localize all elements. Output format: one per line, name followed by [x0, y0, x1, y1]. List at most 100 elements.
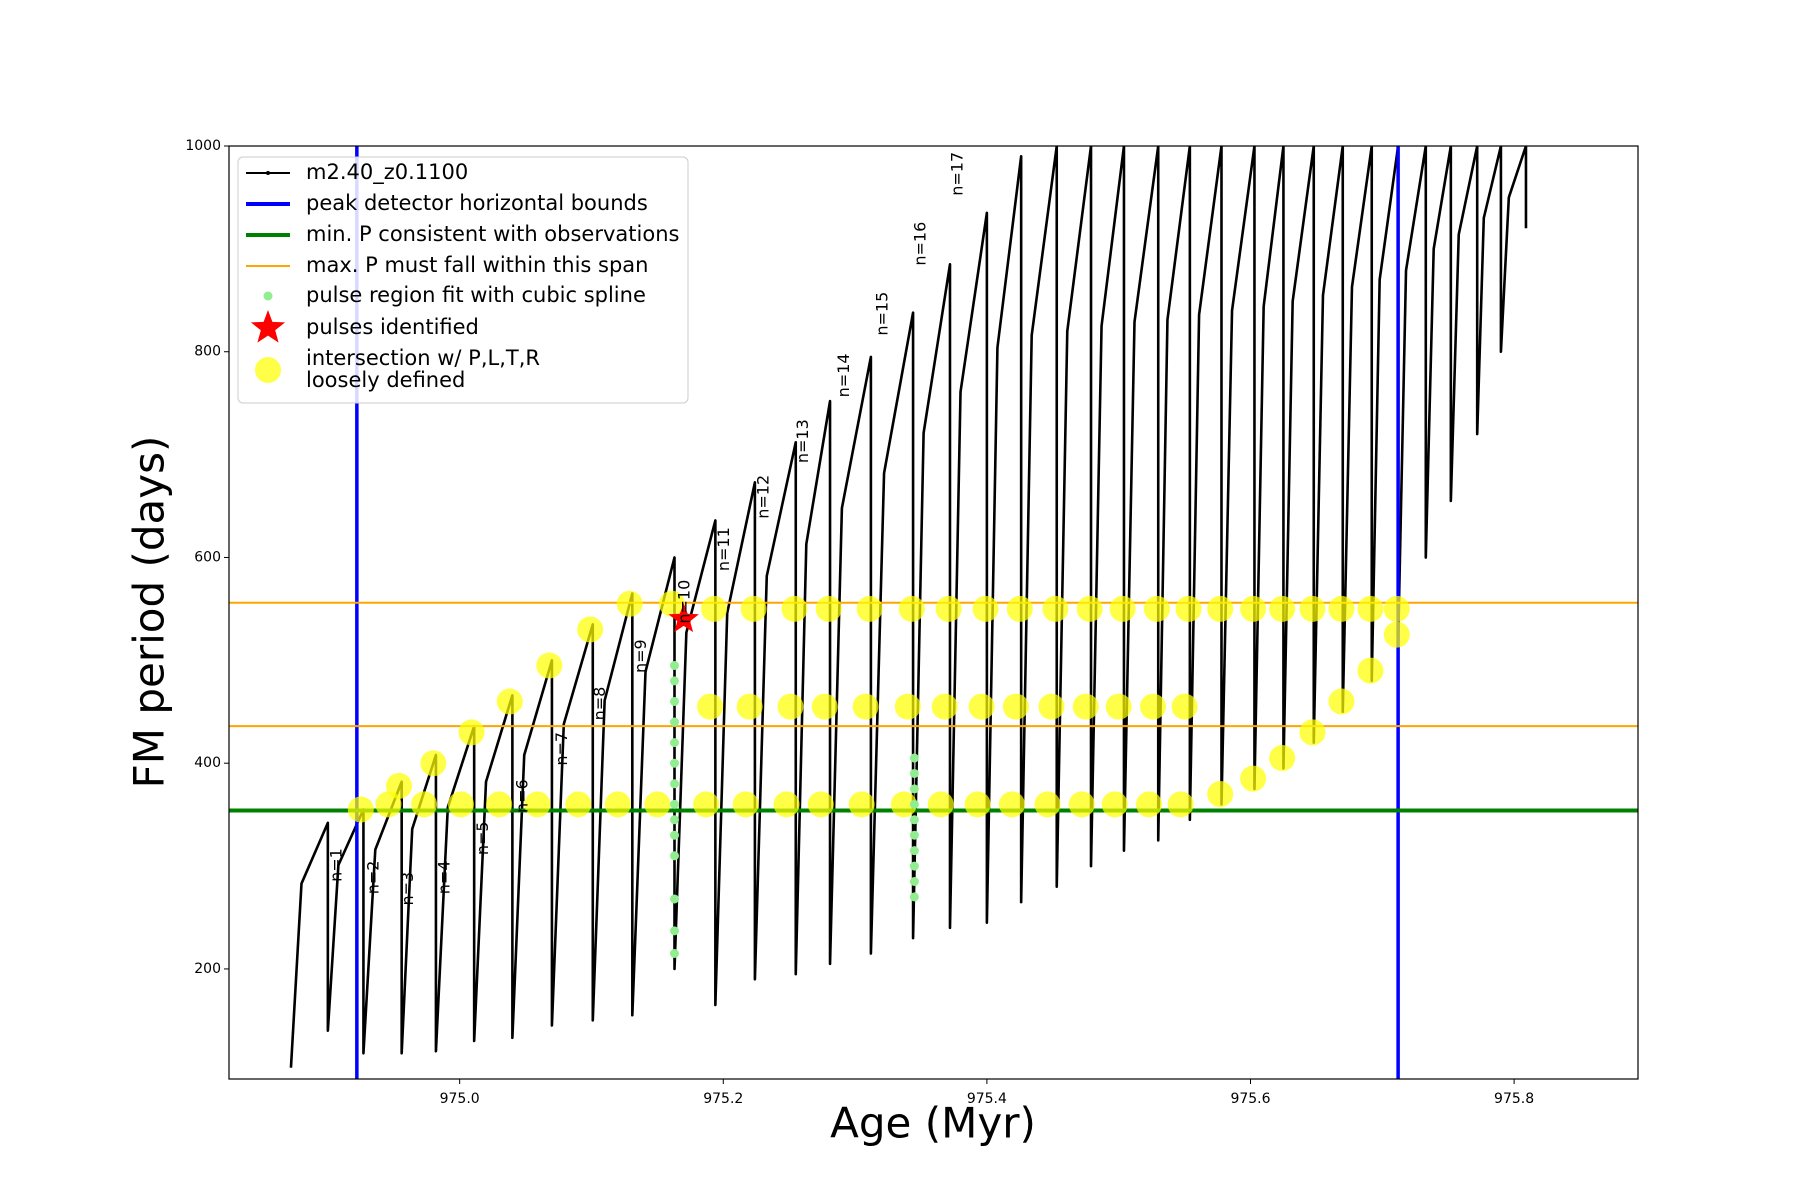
star-marker	[668, 603, 699, 633]
intersection-marker	[577, 616, 604, 643]
intersection-marker	[1299, 719, 1326, 746]
x-tick-label: 975.0	[440, 1091, 480, 1107]
legend-label: m2.40_z0.1100	[306, 160, 468, 185]
intersection-marker	[1042, 595, 1069, 622]
intersection-marker	[697, 693, 724, 720]
intersection-marker	[347, 796, 374, 823]
y-tick-label: 800	[194, 344, 221, 360]
spline-point	[909, 876, 919, 886]
x-tick-label: 975.8	[1494, 1091, 1534, 1107]
intersection-marker	[1328, 595, 1355, 622]
intersection-marker	[927, 791, 954, 818]
intersection-marker	[898, 595, 925, 622]
intersection-marker	[1328, 688, 1355, 715]
spline-point	[909, 846, 919, 856]
spline-point	[670, 799, 680, 809]
intersection-marker	[781, 595, 808, 622]
spline-point	[670, 830, 680, 840]
intersection-marker	[1136, 791, 1163, 818]
intersection-marker	[1357, 657, 1384, 684]
spline-point	[670, 949, 680, 959]
legend-box	[237, 156, 689, 404]
intersection-marker	[1383, 595, 1410, 622]
pulse-annotation: n=9	[631, 639, 650, 673]
y-tick-label: 600	[194, 549, 221, 565]
spline-point	[670, 676, 680, 686]
spline-point	[263, 291, 273, 301]
intersection-marker	[496, 688, 523, 715]
intersection-marker	[255, 357, 281, 383]
intersection-marker	[972, 595, 999, 622]
x-tick-label: 975.6	[1230, 1091, 1270, 1107]
intersection-marker	[658, 590, 685, 617]
intersection-marker	[1167, 791, 1194, 818]
pulse-annotation: n=12	[754, 475, 773, 519]
y-tick-label: 200	[194, 961, 221, 977]
intersection-marker	[1068, 791, 1095, 818]
intersection-marker	[565, 791, 592, 818]
intersection-marker	[931, 693, 958, 720]
spline-point	[909, 784, 919, 794]
spline-point	[909, 861, 919, 871]
pulse-annotation: n=4	[435, 861, 454, 895]
x-tick-label: 975.4	[967, 1091, 1007, 1107]
spline-point	[670, 851, 680, 861]
intersection-marker	[773, 791, 800, 818]
intersection-marker	[935, 595, 962, 622]
spline-point	[909, 892, 919, 902]
intersection-marker	[968, 693, 995, 720]
legend-label: peak detector horizontal bounds	[306, 191, 648, 215]
intersection-marker	[604, 791, 631, 818]
intersection-marker	[807, 791, 834, 818]
intersection-marker	[1034, 791, 1061, 818]
intersection-marker	[890, 791, 917, 818]
y-axis-title: FM period (days)	[125, 436, 174, 789]
spline-point	[670, 815, 680, 825]
spline-point	[909, 753, 919, 763]
intersection-marker	[777, 693, 804, 720]
pulse-annotation: n=8	[590, 687, 609, 721]
intersection-marker	[1357, 595, 1384, 622]
intersection-marker	[1006, 595, 1033, 622]
intersection-marker	[386, 772, 413, 799]
intersection-marker	[1105, 693, 1132, 720]
axes-frame	[228, 145, 1639, 1080]
intersection-marker	[536, 652, 563, 679]
legend-label: pulse region fit with cubic spline	[306, 283, 646, 307]
intersection-marker	[701, 595, 728, 622]
intersection-marker	[1072, 693, 1099, 720]
intersection-marker	[736, 693, 763, 720]
y-tick-label: 400	[194, 755, 221, 771]
intersection-marker	[1076, 595, 1103, 622]
x-axis-title: Age (Myr)	[830, 1099, 1036, 1148]
x-tick-label: 975.2	[703, 1091, 743, 1107]
intersection-marker	[1269, 745, 1296, 772]
intersection-marker	[856, 595, 883, 622]
intersection-marker	[732, 791, 759, 818]
pulse-annotation: n=13	[793, 419, 812, 463]
intersection-marker	[1207, 595, 1234, 622]
pulse-annotation: n=17	[947, 152, 966, 196]
intersection-marker	[811, 693, 838, 720]
intersection-marker	[740, 595, 767, 622]
intersection-marker	[411, 791, 438, 818]
pulse-annotation: n=15	[872, 292, 891, 336]
pulse-annotation: n=11	[714, 527, 733, 571]
pulse-annotation: n=5	[473, 821, 492, 855]
spline-point	[670, 758, 680, 768]
star-marker	[250, 310, 286, 343]
pulse-annotation: n=1	[327, 848, 346, 882]
intersection-marker	[964, 791, 991, 818]
plot-area: n=1 n=2 n=3 n=4 n=5 n=6 n=7 n=8 n=9 n=10 n=11 n=12 n…	[229, 146, 1638, 1079]
spline-point	[670, 738, 680, 748]
spline-point	[670, 926, 680, 936]
pulse-annotation: n=6	[512, 779, 531, 813]
pulse-annotation: n=3	[398, 872, 417, 906]
spline-point	[670, 660, 680, 670]
spline-point	[670, 717, 680, 727]
intersection-marker	[998, 791, 1025, 818]
pulse-annotation: n=7	[552, 732, 571, 766]
spline-point	[909, 830, 919, 840]
